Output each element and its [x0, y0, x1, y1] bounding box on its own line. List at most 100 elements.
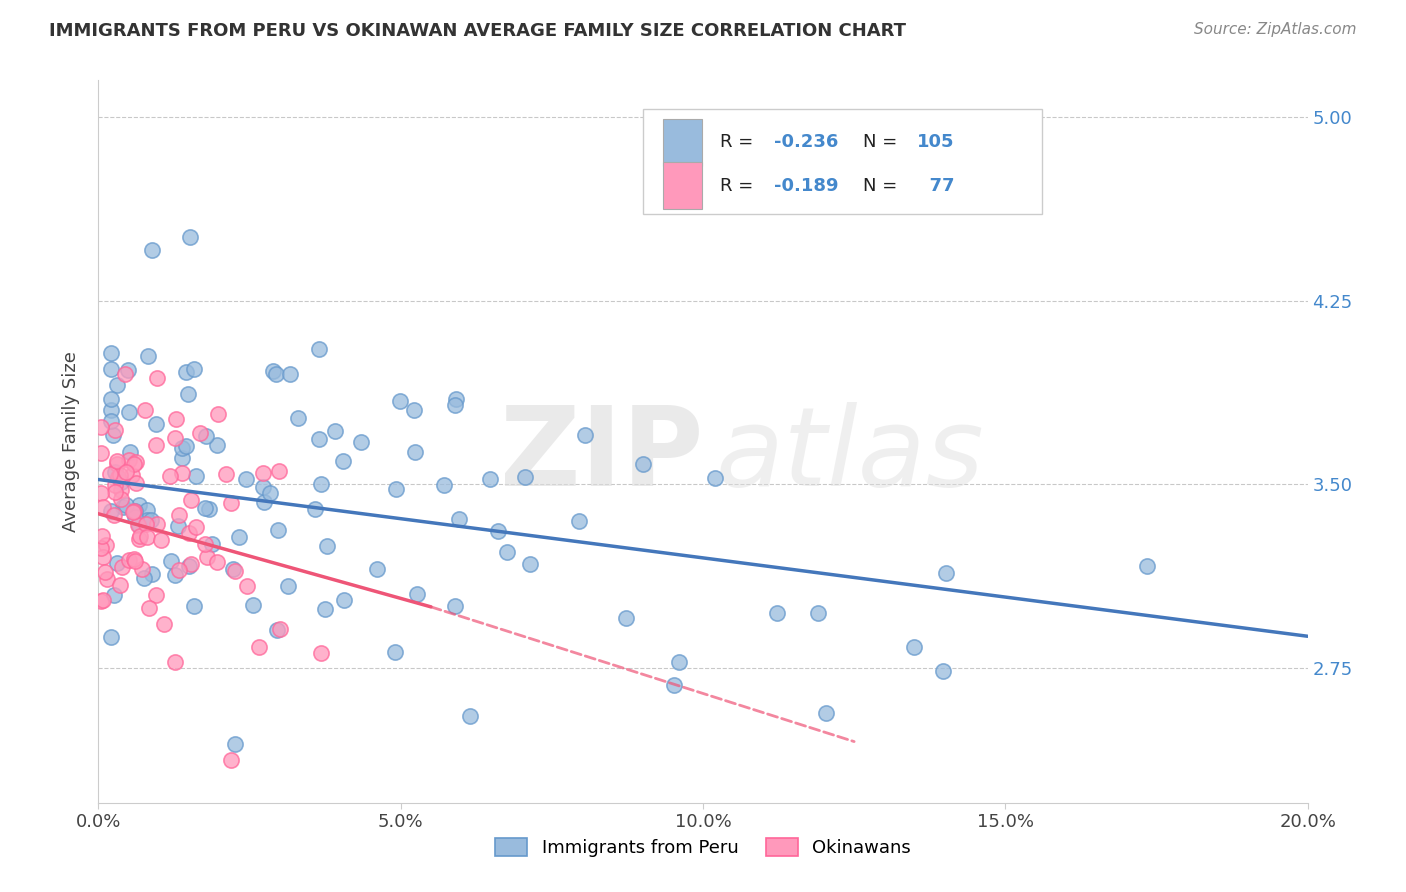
Point: [146, 371, 169, 385]
Point: [932, 664, 955, 678]
Point: [404, 445, 426, 459]
Point: [179, 230, 201, 244]
Point: [205, 555, 228, 569]
Point: [1135, 559, 1157, 574]
Point: [146, 516, 169, 531]
Point: [404, 402, 426, 417]
Point: [145, 417, 167, 432]
Point: [167, 519, 190, 533]
Point: [316, 539, 339, 553]
Point: [479, 471, 502, 485]
Point: [262, 364, 284, 378]
Point: [108, 467, 131, 482]
Point: [278, 367, 301, 381]
Point: [124, 504, 146, 518]
Point: [100, 392, 122, 407]
Point: [93, 593, 115, 607]
Point: [174, 365, 197, 379]
Point: [163, 567, 186, 582]
Point: [366, 562, 388, 576]
Point: [100, 361, 122, 376]
Text: atlas: atlas: [716, 402, 984, 509]
Point: [96, 572, 118, 586]
Point: [224, 737, 246, 751]
Point: [128, 532, 150, 546]
Text: 105: 105: [917, 133, 955, 151]
Point: [314, 601, 336, 615]
Point: [165, 431, 187, 445]
Point: [114, 367, 136, 381]
Point: [384, 645, 406, 659]
Point: [444, 392, 467, 406]
Point: [267, 523, 290, 537]
Point: [90, 419, 112, 434]
Point: [122, 504, 145, 518]
Point: [91, 529, 114, 543]
Point: [222, 562, 245, 576]
Point: [207, 438, 229, 452]
Point: [247, 640, 270, 655]
Point: [167, 508, 190, 522]
Point: [150, 533, 173, 548]
Point: [104, 485, 127, 500]
Point: [105, 377, 128, 392]
Point: [91, 550, 114, 565]
Point: [277, 579, 299, 593]
Point: [160, 554, 183, 568]
Point: [127, 518, 149, 533]
Point: [136, 530, 159, 544]
Y-axis label: Average Family Size: Average Family Size: [62, 351, 80, 532]
Point: [935, 566, 957, 580]
Point: [125, 455, 148, 469]
Point: [236, 579, 259, 593]
Point: [765, 607, 787, 621]
Point: [433, 478, 456, 492]
Point: [152, 617, 174, 632]
Point: [122, 551, 145, 566]
Point: [308, 343, 330, 357]
Point: [224, 564, 246, 578]
Point: [94, 565, 117, 579]
Point: [350, 434, 373, 449]
Point: [180, 493, 202, 508]
Point: [100, 414, 122, 428]
Point: [145, 588, 167, 602]
Point: [90, 541, 112, 556]
Point: [118, 445, 141, 459]
Point: [110, 475, 132, 489]
Point: [138, 601, 160, 615]
Text: R =: R =: [720, 177, 759, 195]
Point: [188, 426, 211, 441]
Point: [128, 498, 150, 512]
Point: [304, 502, 326, 516]
Point: [103, 508, 125, 523]
Point: [165, 412, 187, 426]
Point: [129, 529, 152, 543]
Point: [132, 571, 155, 585]
Point: [111, 559, 134, 574]
Point: [183, 361, 205, 376]
Point: [110, 483, 132, 497]
Bar: [664, 162, 702, 210]
Point: [94, 538, 117, 552]
Point: [574, 427, 596, 442]
Text: ZIP: ZIP: [499, 402, 703, 509]
Point: [117, 363, 139, 377]
Point: [519, 558, 541, 572]
Point: [110, 491, 132, 506]
Point: [704, 471, 727, 485]
Point: [105, 556, 128, 570]
Point: [128, 517, 150, 532]
Point: [118, 453, 141, 467]
Point: [194, 429, 217, 443]
Point: [460, 709, 482, 723]
Point: [170, 441, 193, 455]
Point: [207, 408, 229, 422]
Point: [90, 486, 112, 500]
Bar: [664, 119, 702, 166]
Point: [614, 611, 637, 625]
Point: [308, 432, 330, 446]
Point: [177, 558, 200, 573]
Point: [105, 457, 128, 471]
Point: [115, 465, 138, 479]
